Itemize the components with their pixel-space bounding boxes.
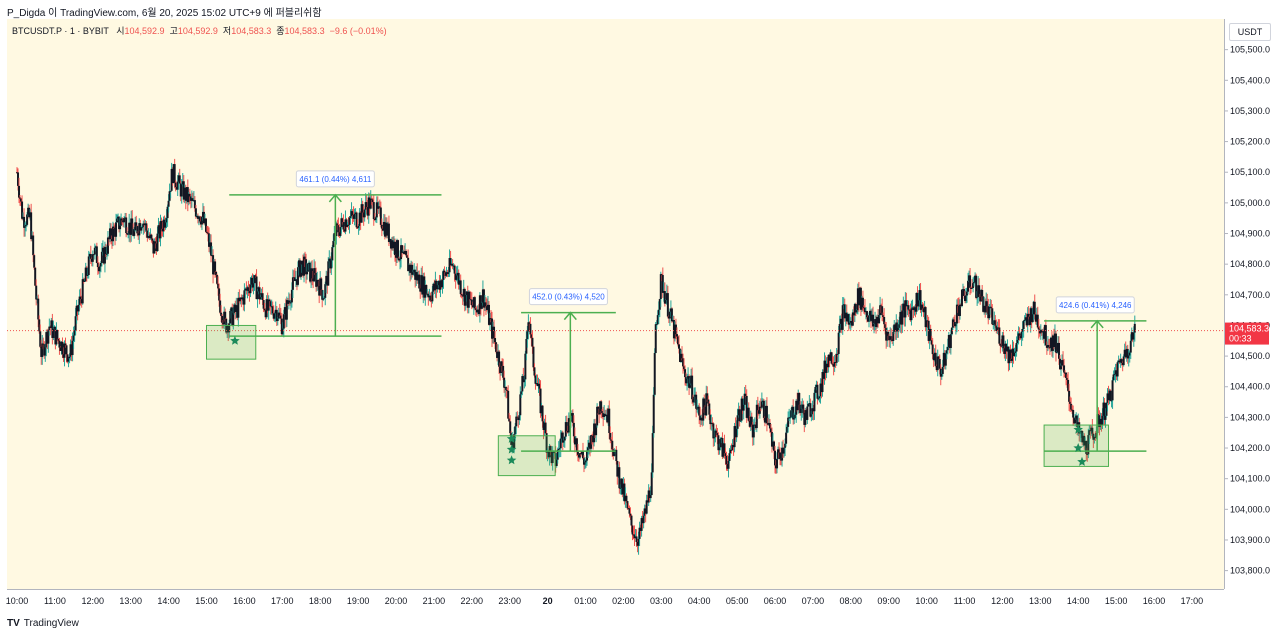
tradingview-logo-icon: TV [7,618,20,629]
change-value: −9.6 (−0.01%) [329,26,387,36]
publish-header: P_Digda 이 TradingView.com, 6월 20, 2025 1… [0,0,1280,19]
price-axis[interactable] [1224,19,1280,589]
tradingview-brand[interactable]: TV TradingView [7,618,79,629]
close-value: 104,583.3 [284,26,325,36]
currency-label[interactable]: USDT [1229,23,1271,41]
open-label: 시 [116,26,125,36]
time-axis[interactable] [7,589,1224,612]
open-value: 104,592.9 [124,26,165,36]
close-label: 종 [276,26,285,36]
symbol-name[interactable]: BTCUSDT.P · 1 · BYBIT [12,26,109,36]
chart-plot-area[interactable] [7,19,1224,589]
low-value: 104,583.3 [231,26,272,36]
symbol-legend: BTCUSDT.P · 1 · BYBIT 시104,592.9 고104,59… [12,24,387,37]
low-label: 저 [222,26,232,36]
high-value: 104,592.9 [177,26,218,36]
brand-text: TradingView [23,618,79,629]
publish-info: P_Digda 이 TradingView.com, 6월 20, 2025 1… [7,8,322,19]
footer: TV TradingView [0,611,1280,635]
high-label: 고 [169,26,178,36]
